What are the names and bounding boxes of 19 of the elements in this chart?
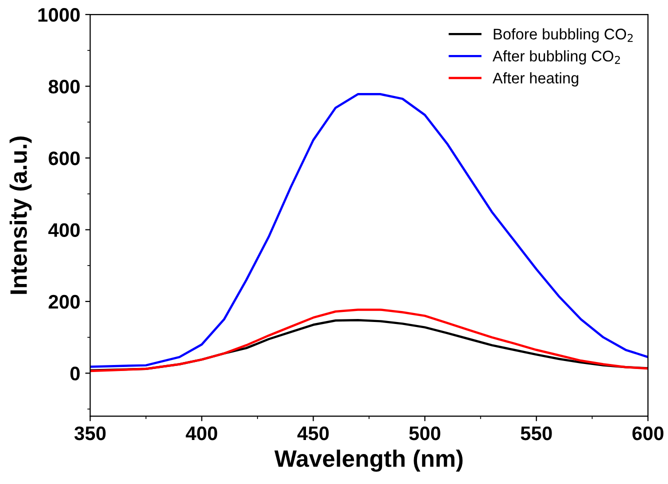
x-tick-label: 550 (520, 426, 552, 440)
y-tick-label: 600 (48, 151, 80, 166)
y-tick-label: 1000 (38, 8, 80, 22)
x-tick-label: 500 (409, 426, 440, 440)
x-tick-label: 400 (186, 426, 218, 440)
x-axis-title: Wavelength (nm) (274, 450, 463, 472)
x-tick-label: 450 (297, 426, 329, 440)
legend-label: After heating (492, 72, 578, 87)
legend-label: After bubbling CO$_{2}$ (492, 50, 620, 65)
line-series (90, 308, 648, 372)
y-axis-title: Intensity (a.u.) (10, 136, 32, 294)
y-tick-label: 800 (48, 80, 80, 94)
x-tick-label: 600 (632, 426, 664, 440)
x-tick-label: 350 (74, 426, 106, 440)
line-series (90, 93, 648, 368)
y-tick-label: 0 (70, 366, 80, 380)
y-tick-label: 400 (48, 223, 80, 237)
legend-label: Bofore bubbling CO$_{2}$ (494, 28, 633, 43)
y-tick-label: 200 (48, 294, 80, 309)
